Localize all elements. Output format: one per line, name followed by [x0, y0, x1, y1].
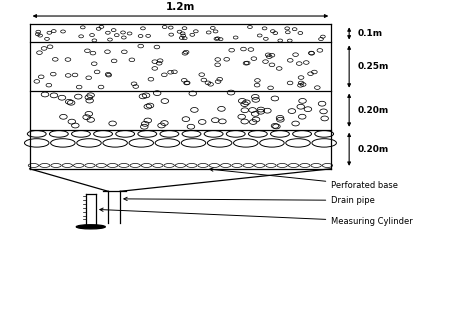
Text: 0.25m: 0.25m	[357, 62, 389, 71]
Text: 0.20m: 0.20m	[357, 106, 389, 115]
Text: Drain pipe: Drain pipe	[124, 196, 375, 205]
Text: 1.2m: 1.2m	[166, 2, 195, 12]
Ellipse shape	[76, 225, 105, 229]
Text: Measuring Cylinder: Measuring Cylinder	[100, 208, 413, 226]
Text: 0.20m: 0.20m	[357, 145, 389, 154]
Text: Perforated base: Perforated base	[210, 168, 398, 190]
Text: 0.1m: 0.1m	[357, 29, 383, 38]
